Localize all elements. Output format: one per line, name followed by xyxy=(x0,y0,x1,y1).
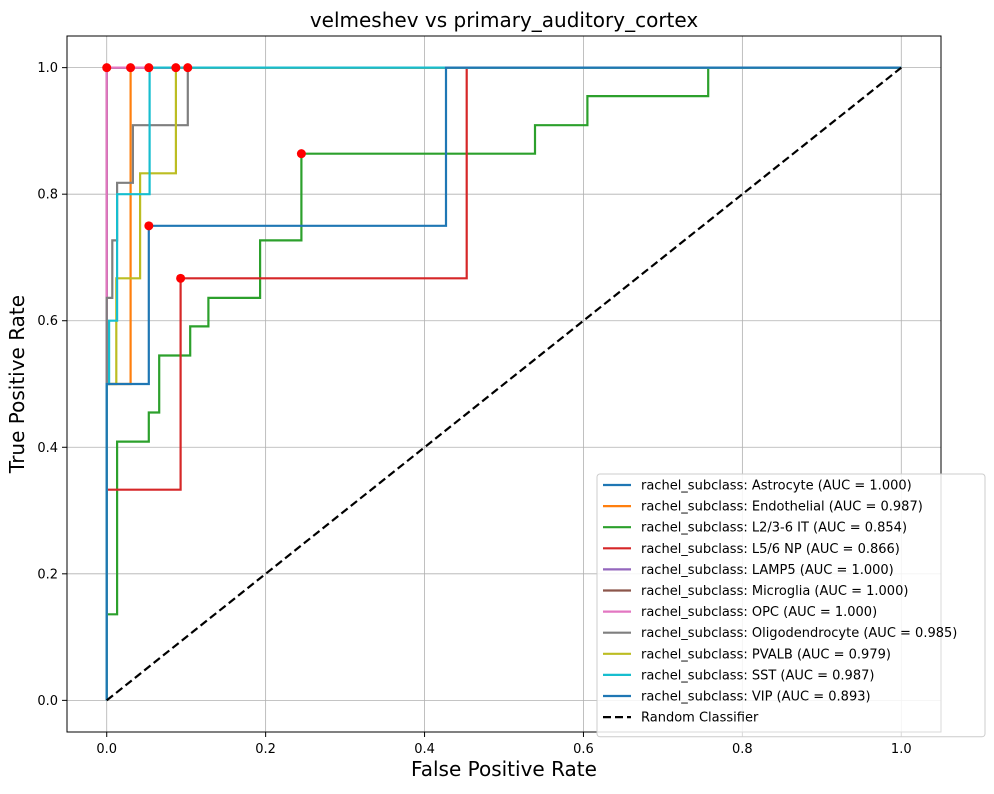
legend-label: rachel_subclass: SST (AUC = 0.987) xyxy=(641,668,874,683)
plot-area-frame xyxy=(66,35,942,733)
x-tick-label: 1.0 xyxy=(891,742,912,757)
y-tick-label: 1.0 xyxy=(37,61,58,76)
legend-label: rachel_subclass: Endothelial (AUC = 0.98… xyxy=(641,500,923,515)
x-tick-label: 0.2 xyxy=(255,742,276,757)
axis-ticks: 0.0 0.2 0.4 0.6 0.8 1.0 0.0 0.2 0.4 0.6 0.8 1.0 xyxy=(37,61,911,757)
legend-label: rachel_subclass: OPC (AUC = 1.000) xyxy=(641,605,877,620)
legend-label: rachel_subclass: LAMP5 (AUC = 1.000) xyxy=(641,563,894,578)
y-tick-label: 0.0 xyxy=(37,694,58,709)
threshold-marker xyxy=(183,63,193,73)
x-axis-title: False Positive Rate xyxy=(411,757,597,781)
series-line-2 xyxy=(105,66,902,701)
threshold-marker xyxy=(144,221,154,231)
legend-label: rachel_subclass: Microglia (AUC = 1.000) xyxy=(641,584,908,599)
threshold-marker xyxy=(171,63,181,73)
legend-label: rachel_subclass: VIP (AUC = 0.893) xyxy=(641,690,871,705)
x-tick-label: 0.0 xyxy=(96,742,117,757)
legend-label: rachel_subclass: PVALB (AUC = 0.979) xyxy=(641,647,891,662)
legend-label: rachel_subclass: L5/6 NP (AUC = 0.866) xyxy=(641,542,900,557)
y-tick-label: 0.4 xyxy=(37,441,58,456)
x-tick-label: 0.6 xyxy=(573,742,594,757)
x-tick-label: 0.8 xyxy=(732,742,753,757)
threshold-marker xyxy=(144,63,154,73)
threshold-markers xyxy=(102,63,306,283)
y-tick-label: 0.8 xyxy=(37,188,58,203)
threshold-marker xyxy=(102,63,112,73)
x-tick-label: 0.4 xyxy=(414,742,435,757)
threshold-marker xyxy=(126,63,136,73)
y-tick-label: 0.2 xyxy=(37,567,58,582)
y-tick-label: 0.6 xyxy=(37,314,58,329)
y-axis-title: True Positive Rate xyxy=(5,295,29,474)
legend-label: Random Classifier xyxy=(641,711,759,726)
legend: rachel_subclass: Astrocyte (AUC = 1.000)… xyxy=(596,473,986,738)
legend-label: rachel_subclass: Astrocyte (AUC = 1.000) xyxy=(641,479,912,494)
threshold-marker xyxy=(176,273,186,283)
legend-label: rachel_subclass: Oligodendrocyte (AUC = … xyxy=(641,626,957,641)
legend-label: rachel_subclass: L2/3-6 IT (AUC = 0.854) xyxy=(641,521,907,536)
legend-box xyxy=(596,473,986,738)
series-line-7 xyxy=(105,66,902,701)
series-line-11 xyxy=(106,66,902,702)
chart-title: velmeshev vs primary_auditory_cortex xyxy=(310,8,699,32)
series-lines xyxy=(105,66,902,702)
threshold-marker xyxy=(296,149,306,159)
grid-lines xyxy=(67,36,941,732)
